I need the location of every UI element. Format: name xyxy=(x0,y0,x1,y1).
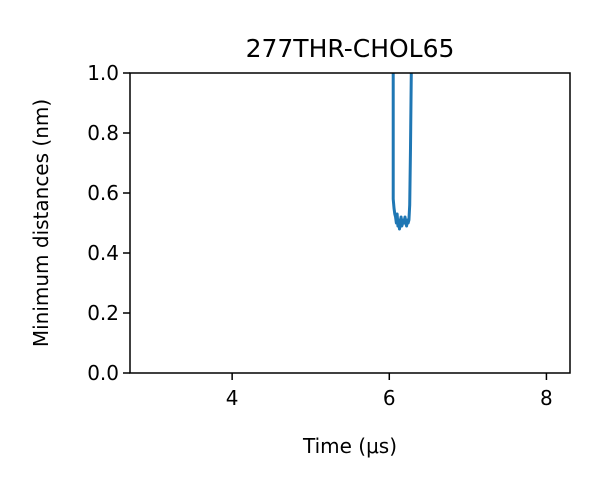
chart-title: 277THR-CHOL65 xyxy=(246,34,455,63)
y-axis: 0.0 0.2 0.4 0.6 0.8 1.0 xyxy=(87,61,130,385)
series-line xyxy=(391,73,413,231)
y-tick-label: 0.6 xyxy=(87,181,119,205)
plot-frame xyxy=(129,72,571,374)
x-axis-label: Time (μs) xyxy=(302,434,397,458)
y-tick-label: 0.4 xyxy=(87,241,119,265)
y-tick-label: 0.8 xyxy=(87,121,119,145)
y-tick-label: 0.2 xyxy=(87,301,119,325)
x-tick-label: 8 xyxy=(540,386,553,410)
x-tick-label: 4 xyxy=(226,386,239,410)
y-tick-label: 1.0 xyxy=(87,61,119,85)
y-tick-label: 0.0 xyxy=(87,361,119,385)
y-axis-label: Minimum distances (nm) xyxy=(29,99,53,347)
x-tick-label: 6 xyxy=(383,386,396,410)
series-layer xyxy=(391,73,413,231)
x-axis: 4 6 8 xyxy=(226,373,553,410)
